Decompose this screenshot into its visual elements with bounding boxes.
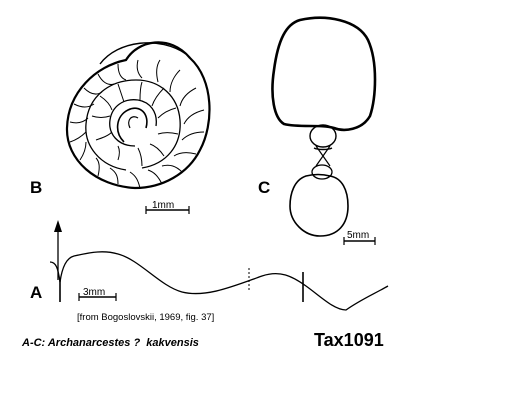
panel-label-a: A <box>30 283 42 302</box>
suture-line-drawing <box>49 220 389 311</box>
scale-bar-b <box>145 206 190 214</box>
figure-caption: A-C: Archanarcestes ? kakvensis <box>21 337 199 349</box>
scale-label-a: 3mm <box>83 287 105 298</box>
taxon-id: Tax1091 <box>314 330 384 350</box>
ammonoid-cross-section-drawing <box>271 16 377 237</box>
panel-label-c: C <box>258 178 270 197</box>
scale-label-c: 5mm <box>347 230 369 241</box>
source-citation: [from Bogoslovskii, 1969, fig. 37] <box>77 312 214 323</box>
panel-label-b: B <box>30 178 42 197</box>
ammonoid-lateral-drawing <box>65 41 211 190</box>
scale-bar-c <box>343 237 376 245</box>
scale-label-b: 1mm <box>152 200 174 211</box>
scale-bar-a <box>78 293 117 301</box>
